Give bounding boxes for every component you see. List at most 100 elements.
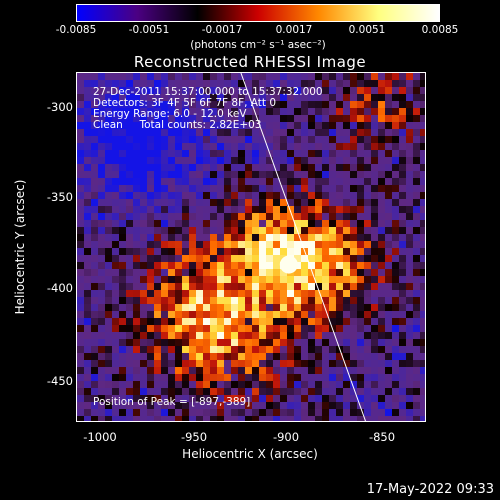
heatmap-cell xyxy=(357,101,365,109)
heatmap-cell xyxy=(266,332,274,340)
heatmap-cell xyxy=(252,115,260,123)
heatmap-cell xyxy=(84,234,92,242)
heatmap-cell xyxy=(112,248,120,256)
heatmap-cell xyxy=(259,171,267,179)
heatmap-cell xyxy=(77,360,85,368)
heatmap-cell xyxy=(91,248,99,256)
heatmap-cell xyxy=(259,234,267,242)
heatmap-cell xyxy=(231,367,239,375)
heatmap-cell xyxy=(315,409,323,417)
heatmap-cell xyxy=(105,80,113,88)
heatmap-cell xyxy=(406,94,414,102)
heatmap-cell xyxy=(308,213,316,221)
heatmap-cell xyxy=(224,367,232,375)
heatmap-cell xyxy=(350,304,358,312)
heatmap-cell xyxy=(364,374,372,382)
heatmap-cell xyxy=(203,227,211,235)
solar-limb-line xyxy=(240,73,367,421)
heatmap-cell xyxy=(385,353,393,361)
heatmap-cell xyxy=(406,122,414,130)
heatmap-cell xyxy=(203,353,211,361)
heatmap-cell xyxy=(301,318,309,326)
heatmap-cell xyxy=(385,150,393,158)
heatmap-cell xyxy=(399,353,407,361)
heatmap-cell xyxy=(329,416,337,421)
heatmap-cell xyxy=(77,367,85,375)
heatmap-cell xyxy=(308,234,316,242)
heatmap-cell xyxy=(252,129,260,137)
heatmap-cell xyxy=(336,269,344,277)
heatmap-cell xyxy=(133,192,141,200)
heatmap-cell xyxy=(287,388,295,396)
heatmap-cell xyxy=(273,311,281,319)
heatmap-cell xyxy=(182,388,190,396)
heatmap-cell xyxy=(224,395,232,403)
heatmap-cell xyxy=(350,276,358,284)
heatmap-cell xyxy=(189,206,197,214)
heatmap-cell xyxy=(385,304,393,312)
heatmap-cell xyxy=(105,381,113,389)
heatmap-cell xyxy=(322,220,330,228)
heatmap-cell xyxy=(385,108,393,116)
heatmap-cell xyxy=(413,94,421,102)
heatmap-cell xyxy=(273,213,281,221)
heatmap-cell xyxy=(126,339,134,347)
heatmap-cell xyxy=(385,143,393,151)
heatmap-cell xyxy=(406,206,414,214)
heatmap-cell xyxy=(329,115,337,123)
heatmap-cell xyxy=(119,150,127,158)
heatmap-cell xyxy=(406,143,414,151)
heatmap-cell xyxy=(259,87,267,95)
heatmap-cell xyxy=(98,360,106,368)
heatmap-cell xyxy=(133,374,141,382)
heatmap-cell xyxy=(203,122,211,130)
heatmap-cell xyxy=(420,94,425,102)
heatmap-cell xyxy=(126,94,134,102)
heatmap-cell xyxy=(217,339,225,347)
heatmap-cell xyxy=(252,248,260,256)
heatmap-cell xyxy=(287,353,295,361)
heatmap-cell xyxy=(406,136,414,144)
heatmap-cell xyxy=(98,276,106,284)
heatmap-cell xyxy=(329,318,337,326)
heatmap-cell xyxy=(350,325,358,333)
heatmap-cell xyxy=(182,136,190,144)
heatmap-cell xyxy=(119,402,127,410)
heatmap-cell xyxy=(161,416,169,421)
heatmap-cell xyxy=(420,290,425,298)
heatmap-cell xyxy=(119,73,127,81)
heatmap-cell xyxy=(196,192,204,200)
heatmap-cell xyxy=(308,192,316,200)
heatmap-cell xyxy=(217,367,225,375)
heatmap-cell xyxy=(392,353,400,361)
heatmap-cell xyxy=(308,108,316,116)
heatmap-cell xyxy=(287,304,295,312)
heatmap-cell xyxy=(357,192,365,200)
heatmap-cell xyxy=(147,101,155,109)
heatmap-cell xyxy=(168,381,176,389)
heatmap-cell xyxy=(161,143,169,151)
heatmap-cell xyxy=(315,339,323,347)
y-axis-label: Heliocentric Y (arcsec) xyxy=(13,179,27,315)
heatmap-cell xyxy=(140,185,148,193)
heatmap-cell xyxy=(154,87,162,95)
heatmap-cell xyxy=(259,360,267,368)
heatmap-cell xyxy=(231,416,239,421)
heatmap-cell xyxy=(91,206,99,214)
heatmap-cell xyxy=(378,262,386,270)
heatmap-cell xyxy=(322,297,330,305)
heatmap-cell xyxy=(182,150,190,158)
heatmap-cell xyxy=(126,290,134,298)
heatmap-cell xyxy=(406,262,414,270)
heatmap-cell xyxy=(336,101,344,109)
heatmap-cell xyxy=(357,283,365,291)
heatmap-cell xyxy=(399,73,407,81)
heatmap-cell xyxy=(308,353,316,361)
heatmap-cell xyxy=(175,262,183,270)
heatmap-cell xyxy=(224,325,232,333)
heatmap-cell xyxy=(266,297,274,305)
heatmap-cell xyxy=(252,213,260,221)
heatmap-cell xyxy=(224,227,232,235)
heatmap-cell xyxy=(245,234,253,242)
heatmap-cell xyxy=(273,164,281,172)
